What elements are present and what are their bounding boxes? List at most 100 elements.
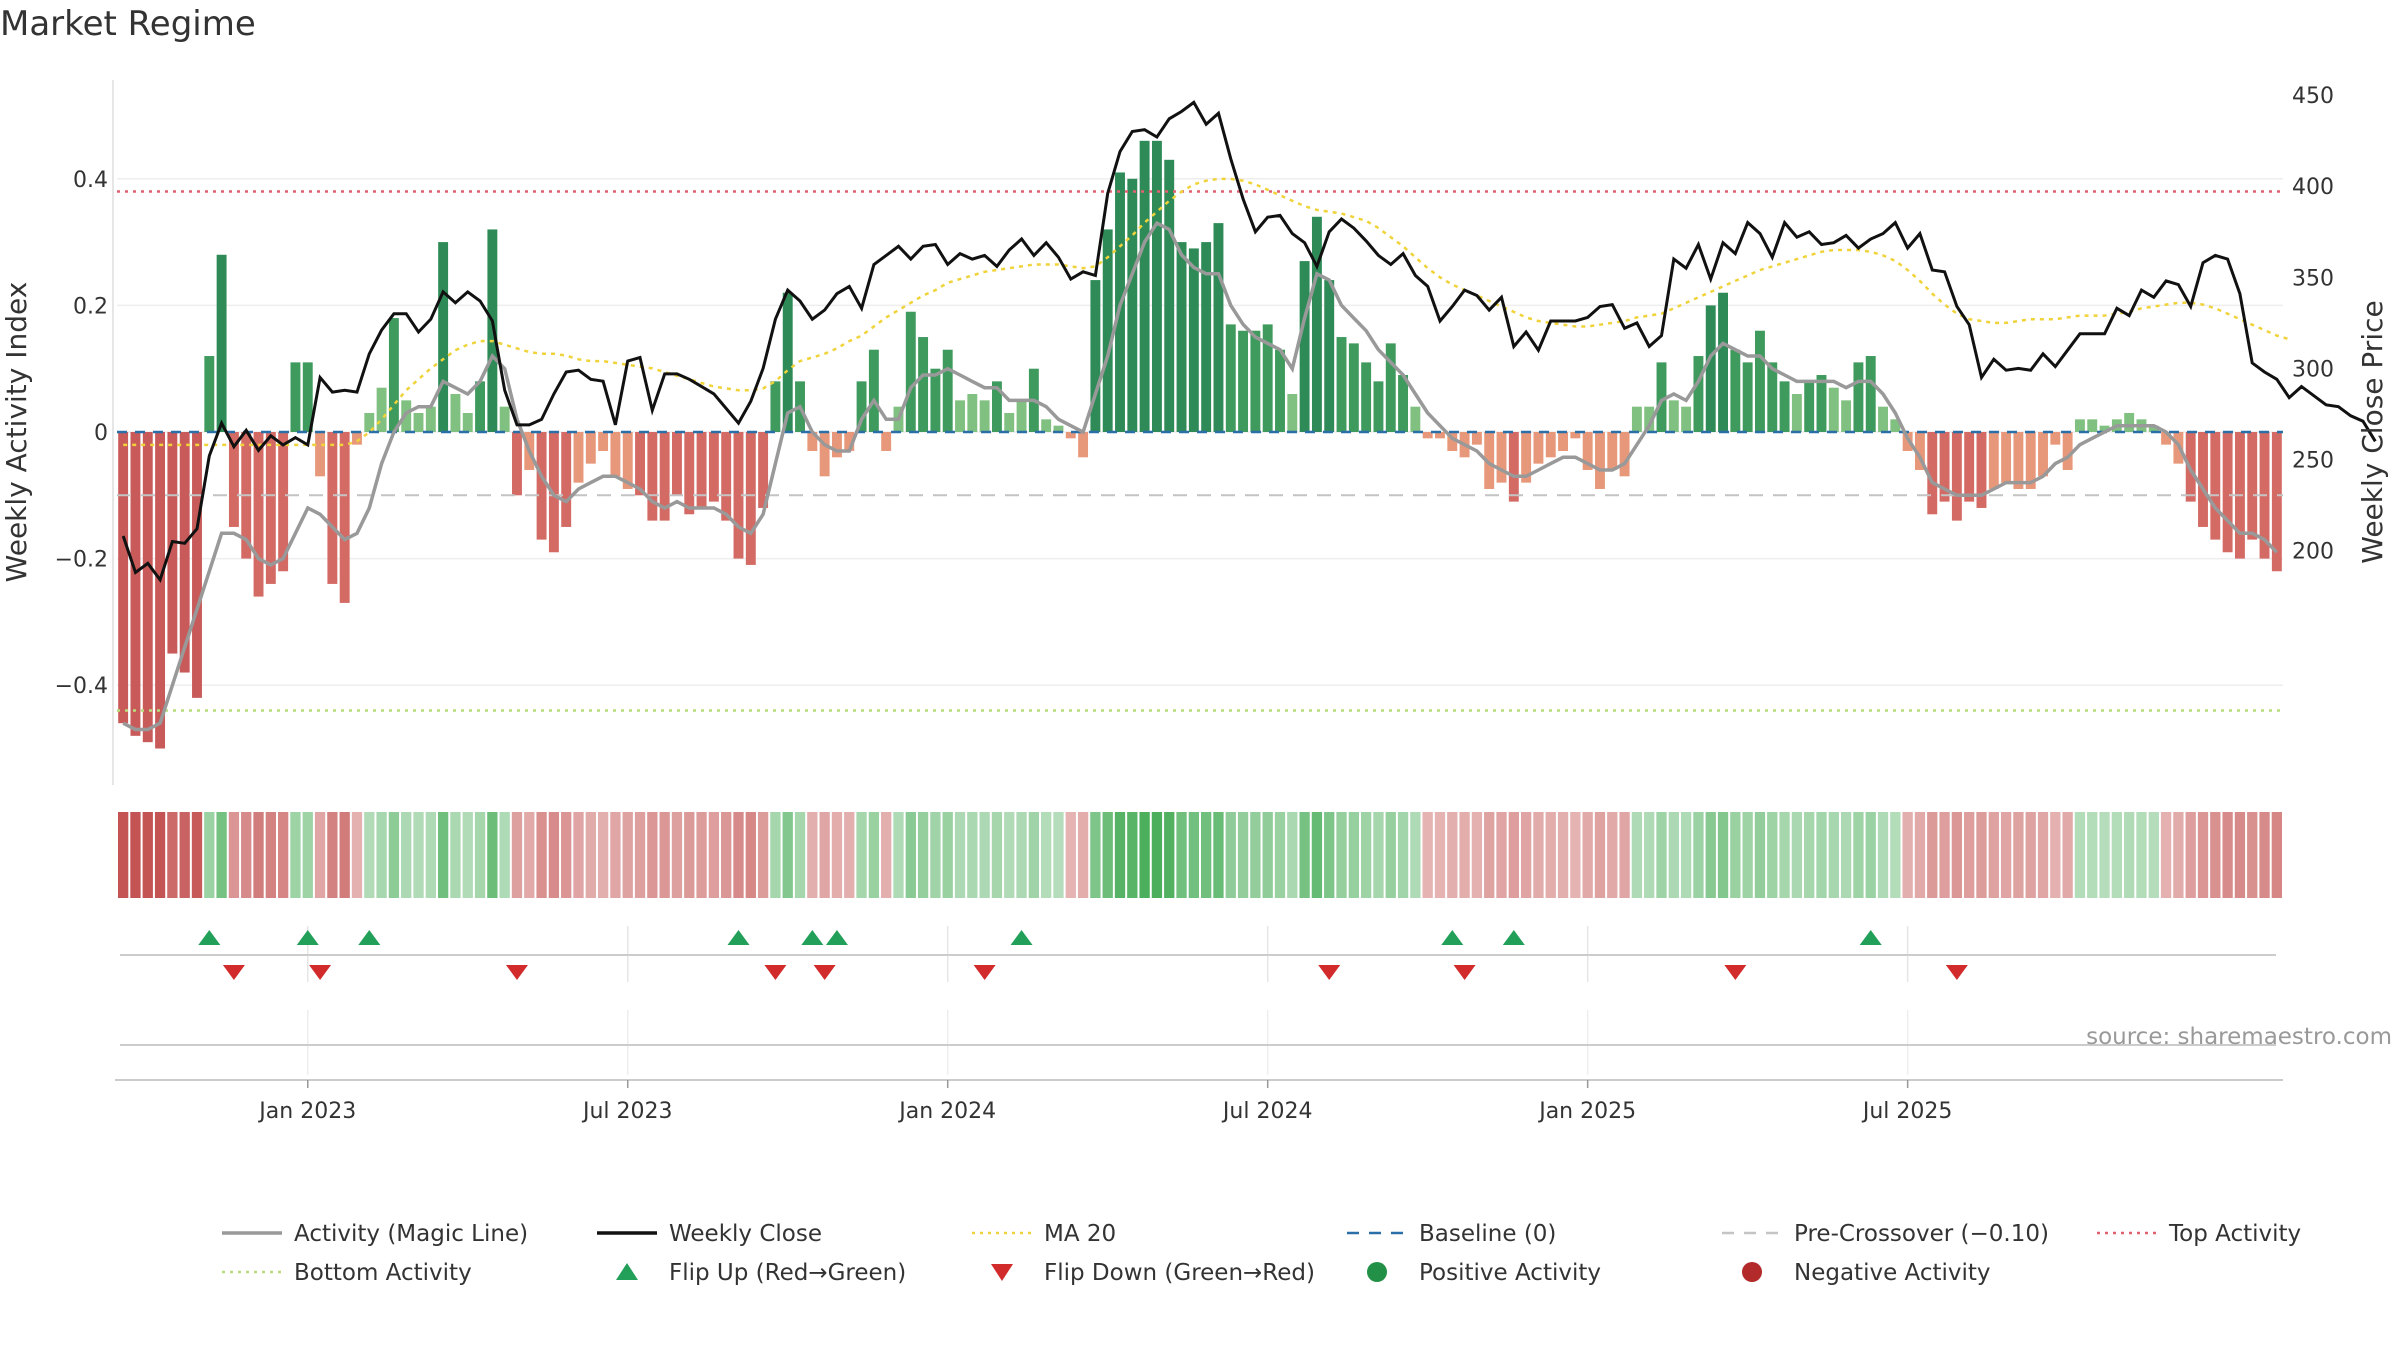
regime-strip-cell: [1102, 812, 1113, 898]
activity-bar: [1385, 343, 1396, 432]
regime-strip-cell: [154, 812, 166, 898]
x-tick-label: Jul 2023: [581, 1099, 673, 1124]
regime-strip-cell: [844, 812, 855, 898]
regime-strip-cell: [1447, 812, 1458, 898]
regime-strip-cell: [253, 812, 264, 898]
regime-strip-cell: [573, 812, 584, 898]
activity-bar: [1139, 140, 1150, 432]
regime-strip-cell: [511, 812, 523, 898]
activity-bar: [1348, 343, 1359, 432]
regime-strip-cell: [794, 812, 806, 898]
y-left-tick-label: 0.4: [73, 168, 108, 193]
regime-strip-cell: [130, 812, 141, 898]
source-note: source: sharemaestro.com: [2086, 1024, 2392, 1050]
activity-bar: [1668, 400, 1679, 432]
regime-strip-cell: [1890, 812, 1901, 898]
activity-bar: [265, 432, 276, 584]
regime-strip-cell: [401, 812, 412, 898]
activity-bar: [991, 381, 1002, 432]
regime-strip-cell: [277, 812, 289, 898]
legend-label: Baseline (0): [1419, 1221, 1556, 1247]
legend-item: Pre-Crossover (−0.10): [1722, 1221, 2049, 1247]
activity-bar: [1238, 330, 1249, 432]
regime-strip-cell: [1471, 812, 1483, 898]
activity-bar: [1361, 362, 1372, 432]
activity-bar: [979, 400, 990, 432]
legend-item: Bottom Activity: [222, 1260, 472, 1286]
weekly-close-line: [121, 100, 2377, 584]
y-right-tick-label: 250: [2292, 449, 2334, 474]
regime-strip-cell: [1484, 812, 1495, 898]
regime-strip-cell: [1668, 812, 1679, 898]
regime-strip-cell: [2099, 812, 2110, 898]
activity-bar: [2062, 432, 2073, 470]
activity-bar: [1188, 248, 1199, 432]
y-left-tick-label: −0.2: [55, 548, 108, 573]
flip-down-marker: [813, 965, 836, 980]
y-right-tick-label: 200: [2292, 540, 2334, 565]
regime-strip-cell: [437, 812, 449, 898]
activity-bar: [2148, 425, 2159, 432]
regime-strip-cell: [1397, 812, 1409, 898]
legend-label: Activity (Magic Line): [294, 1221, 528, 1247]
regime-strip-cell: [893, 812, 904, 898]
regime-strip-cell: [1902, 812, 1913, 898]
activity-bar: [708, 432, 719, 502]
activity-bar: [118, 432, 129, 724]
activity-bar: [1779, 381, 1790, 432]
activity-bar: [1127, 178, 1138, 432]
x-tick-label: Jul 2024: [1221, 1099, 1313, 1124]
regime-strip: [118, 812, 2282, 898]
activity-bar: [1939, 432, 1950, 502]
activity-bar: [413, 413, 424, 432]
regime-strip-cell: [1090, 812, 1101, 898]
activity-bar: [844, 432, 855, 451]
regime-strip-cell: [1754, 812, 1766, 898]
activity-bar: [598, 432, 609, 451]
activity-bar: [1755, 330, 1765, 432]
activity-bar: [1558, 432, 1569, 451]
chart-title: Market Regime: [0, 4, 256, 44]
activity-bar: [967, 394, 978, 432]
regime-strip-cell: [351, 812, 363, 898]
regime-strip-cell: [561, 812, 572, 898]
activity-bar: [438, 242, 449, 432]
legend-swatch: [1742, 1262, 1762, 1282]
activity-bar: [1508, 432, 1519, 502]
activity-bar: [290, 362, 301, 432]
regime-strip-cell: [364, 812, 375, 898]
regime-strip-cell: [757, 812, 769, 898]
activity-bar: [253, 432, 264, 597]
activity-bar: [1718, 292, 1728, 432]
x-tick-label: Jan 2024: [897, 1099, 996, 1124]
activity-bar: [2087, 419, 2098, 432]
activity-bar: [2271, 432, 2282, 572]
regime-strip-cell: [216, 812, 227, 898]
activity-bar: [1410, 406, 1421, 432]
legend-item: Activity (Magic Line): [222, 1221, 528, 1247]
regime-strip-cell: [450, 812, 461, 898]
activity-bar: [376, 387, 387, 432]
activity-bar: [155, 432, 166, 749]
activity-bar: [1078, 432, 1089, 458]
regime-strip-cell: [1964, 812, 1975, 898]
regime-strip-cell: [1213, 812, 1224, 898]
activity-bar: [2099, 425, 2110, 432]
regime-strip-cell: [2222, 812, 2233, 898]
activity-bar: [733, 432, 744, 559]
flip-down-marker: [222, 965, 245, 980]
regime-strip-cell: [1570, 812, 1581, 898]
flip-up-marker: [801, 930, 824, 945]
regime-strip-cell: [1311, 812, 1323, 898]
regime-strip-cell: [1939, 812, 1950, 898]
regime-strip-cell: [2050, 812, 2061, 898]
activity-bar: [1176, 242, 1187, 432]
activity-bar: [1201, 242, 1212, 432]
activity-bar: [364, 413, 375, 432]
legend: Activity (Magic Line) Weekly Close MA 20 Ba…: [222, 1221, 2301, 1286]
regime-strip-cell: [2234, 812, 2246, 898]
regime-strip-cell: [2013, 812, 2024, 898]
regime-strip-cell: [167, 812, 178, 898]
activity-bar: [930, 368, 941, 432]
regime-strip-cell: [2111, 812, 2123, 898]
